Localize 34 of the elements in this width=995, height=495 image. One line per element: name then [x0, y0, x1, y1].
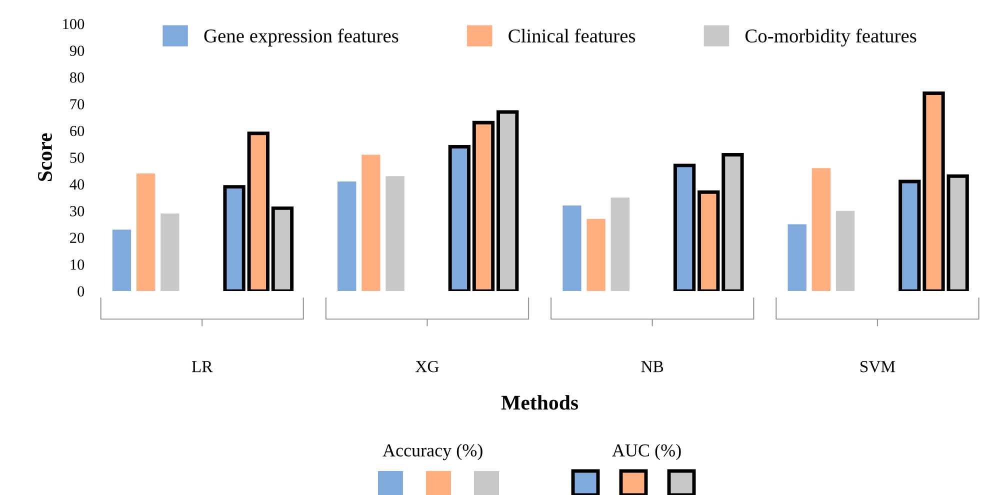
legend-label: Co-morbidity features	[745, 28, 916, 47]
x-tick-label: SVM	[860, 361, 896, 372]
y-tick-label: 10	[70, 259, 84, 270]
bar	[160, 214, 180, 292]
y-tick-label: 90	[70, 46, 84, 56]
y-tick-label: 80	[70, 72, 84, 83]
legend-label: Gene expression features	[204, 28, 398, 46]
y-tick-label: 60	[70, 126, 84, 136]
bar	[812, 168, 831, 292]
x-tick-label: XG	[416, 361, 439, 372]
y-tick-label: 50	[70, 152, 84, 163]
bar	[112, 230, 132, 292]
y-tick-label: 100	[63, 18, 84, 30]
legend-label: Clinical features	[508, 28, 636, 43]
y-tick-label: 70	[70, 99, 84, 110]
bar	[386, 176, 404, 292]
y-tick-label: 30	[70, 206, 84, 216]
bar	[136, 173, 156, 292]
bar	[362, 154, 380, 292]
x-tick-label: LR	[192, 361, 213, 372]
y-axis-title: Score	[38, 133, 52, 181]
bar	[338, 181, 356, 292]
bar	[836, 210, 855, 292]
x-axis-title: Methods	[501, 395, 578, 410]
text: Accuracy (%)	[382, 444, 482, 460]
x-tick-label: NB	[641, 361, 664, 372]
bar	[586, 218, 606, 292]
bar	[610, 198, 630, 292]
y-tick-label: 0	[78, 286, 84, 297]
bar	[562, 206, 582, 292]
text: AUC (%)	[612, 444, 681, 460]
y-tick-label: 20	[70, 232, 84, 244]
bar	[788, 224, 806, 292]
y-tick-label: 40	[70, 179, 84, 190]
